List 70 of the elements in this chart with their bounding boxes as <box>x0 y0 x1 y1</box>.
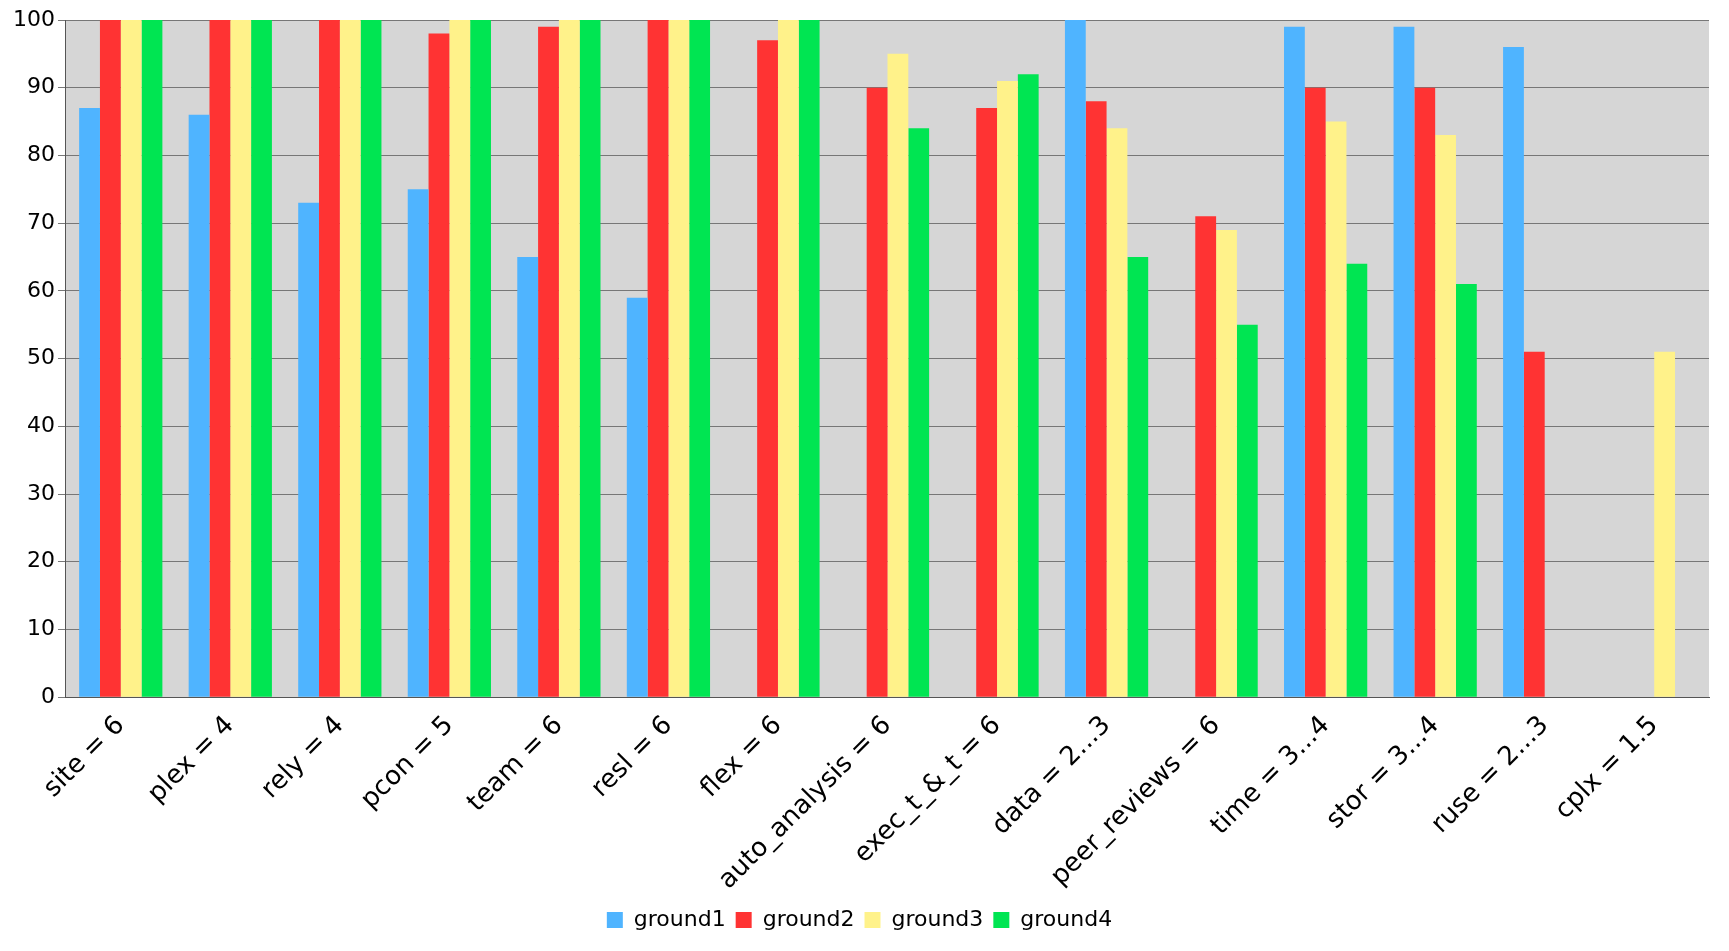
legend-label: ground2 <box>762 905 855 931</box>
bar <box>1435 135 1456 697</box>
bar <box>558 20 580 697</box>
legend-label: ground1 <box>633 905 726 931</box>
bar <box>689 20 711 697</box>
legend-label: ground3 <box>891 905 984 931</box>
x-tick-label: rely = 4 <box>254 708 349 804</box>
bar <box>1346 263 1368 697</box>
bar <box>360 20 382 697</box>
bar <box>79 108 100 697</box>
x-tick-label: site = 6 <box>36 708 130 803</box>
bar <box>1455 284 1477 697</box>
bar <box>470 20 491 697</box>
bar <box>1284 26 1305 697</box>
bar <box>428 33 450 697</box>
bar <box>538 26 559 697</box>
bar <box>1106 128 1128 697</box>
y-tick-label: 20 <box>26 547 55 573</box>
bar <box>188 114 210 697</box>
x-tick-label: cplx = 1.5 <box>1547 708 1664 825</box>
bar <box>866 87 888 697</box>
bar <box>449 20 471 697</box>
bar <box>1523 351 1545 697</box>
bar <box>1064 20 1086 697</box>
bar <box>99 20 121 697</box>
bar <box>1414 87 1436 697</box>
bar <box>626 297 648 697</box>
y-tick-label: 90 <box>26 73 55 99</box>
bar <box>777 20 799 697</box>
bar <box>319 20 340 697</box>
y-tick-label: 40 <box>26 412 55 438</box>
bar <box>647 20 669 697</box>
bar <box>1127 257 1149 697</box>
bar <box>1503 47 1524 697</box>
bar <box>251 20 272 697</box>
bar <box>976 108 998 697</box>
y-tick-label: 70 <box>26 208 55 234</box>
bar <box>230 20 252 697</box>
bar <box>908 128 930 697</box>
bar <box>1216 229 1237 697</box>
y-tick-label: 100 <box>12 5 55 31</box>
bar <box>517 257 539 697</box>
bar <box>120 20 142 697</box>
bar <box>339 20 361 697</box>
bar <box>798 20 820 697</box>
y-tick-label: 50 <box>26 344 55 370</box>
bar <box>1393 26 1415 697</box>
legend-label: ground4 <box>1020 905 1113 931</box>
bar <box>1325 121 1347 697</box>
y-tick-label: 10 <box>26 615 55 641</box>
bar <box>1085 101 1107 697</box>
x-tick-label: resl = 6 <box>584 708 678 803</box>
bar <box>209 20 231 697</box>
bar <box>141 20 163 697</box>
bar <box>668 20 690 697</box>
bar <box>1236 324 1258 697</box>
bar <box>1304 87 1326 697</box>
bar <box>887 53 909 697</box>
bar <box>1654 351 1676 697</box>
y-tick-label: 80 <box>26 141 55 167</box>
y-tick-label: 30 <box>26 479 55 505</box>
y-tick-label: 0 <box>40 682 55 708</box>
bar <box>407 189 429 697</box>
y-tick-label: 60 <box>26 276 55 302</box>
bar <box>1017 74 1039 697</box>
bar <box>997 80 1018 697</box>
bar <box>1195 216 1217 697</box>
bar <box>298 202 320 697</box>
bar <box>757 40 778 697</box>
bar <box>579 20 601 697</box>
